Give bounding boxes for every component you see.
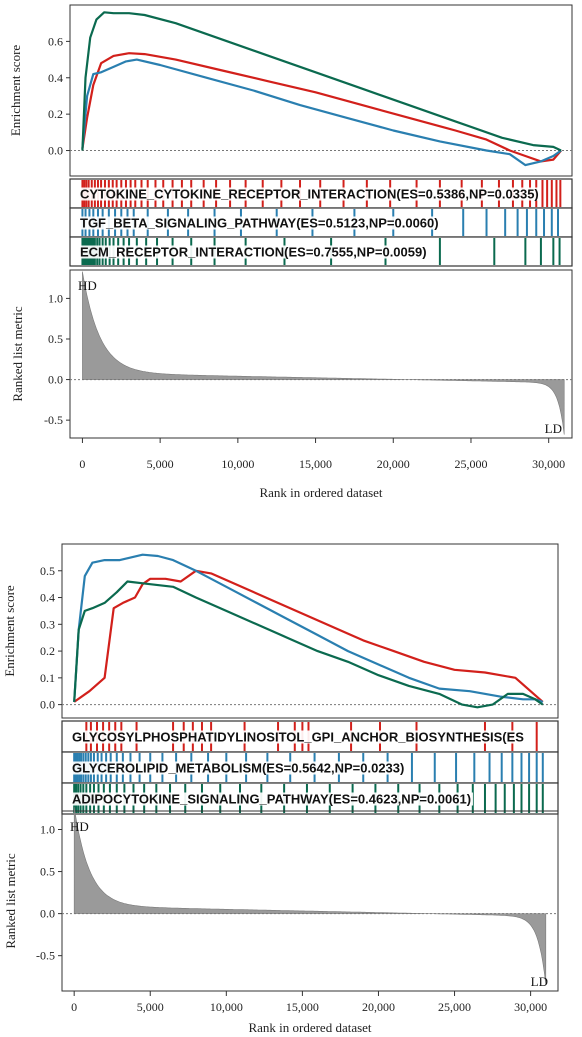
es-y-tick-label: 0.0 — [40, 698, 55, 712]
metric-y-tick-label: -0.5 — [36, 949, 55, 963]
panel-bottom: 0.0 0.1 0.2 0.3 0.4 0.5 Enrichment score GLYCOS… — [2, 543, 559, 1035]
gene-set-label-bg — [78, 187, 541, 201]
es-y-axis-label: Enrichment score — [2, 585, 17, 677]
x-tick-label: 15,000 — [286, 1000, 319, 1014]
metric-y-tick-label: 0.5 — [48, 332, 63, 346]
ld-label: LD — [545, 421, 562, 436]
panel-top: 0.0 0.2 0.4 0.6 Enrichment score CYTOKINE_CYT… — [8, 4, 573, 500]
es-curve-red — [81, 52, 562, 163]
x-tick-label: 15,000 — [299, 457, 332, 471]
x-tick-label: 0 — [79, 457, 85, 471]
x-tick-label: 10,000 — [221, 457, 254, 471]
x-tick-label: 5,000 — [147, 457, 174, 471]
x-tick-label: 20,000 — [362, 1000, 395, 1014]
es-y-tick-label: 0.2 — [48, 107, 63, 121]
es-y-tick-label: 0.2 — [40, 644, 55, 658]
metric-y-tick-label: 0.0 — [48, 373, 63, 387]
x-tick-label: 25,000 — [454, 457, 487, 471]
es-y-axis-label: Enrichment score — [8, 45, 23, 137]
metric-y-tick-label: 1.0 — [48, 291, 63, 305]
gene-set-label-bg — [78, 245, 429, 259]
es-curve-green — [81, 11, 562, 152]
x-tick-label: 30,000 — [514, 1000, 547, 1014]
metric-y-tick-label: -0.5 — [44, 413, 63, 427]
hit-band-green: ECM_RECEPTOR_INTERACTION(ES=0.7555,NP=0.… — [69, 236, 573, 267]
es-panel-frame — [61, 543, 559, 719]
gene-set-label: ECM_RECEPTOR_INTERACTION(ES=0.7555,NP=0.… — [80, 245, 427, 260]
ranked-metric-area — [73, 806, 547, 986]
es-curve-red — [73, 569, 544, 703]
x-axis-label: Rank in ordered dataset — [248, 1020, 371, 1035]
hit-band-red: CYTOKINE_CYTOKINE_RECEPTOR_INTERACTION(E… — [69, 178, 573, 209]
x-tick-label: 30,000 — [532, 457, 565, 471]
metric-y-tick-label: 1.0 — [40, 823, 55, 837]
es-y-tick-label: 0.1 — [40, 671, 55, 685]
x-tick-label: 10,000 — [210, 1000, 243, 1014]
hit-band-red: GLYCOSYLPHOSPHATIDYLINOSITOL_GPI_ANCHOR_… — [61, 720, 559, 753]
es-y-tick-label: 0.0 — [48, 144, 63, 158]
ranked-metric-area — [82, 271, 565, 435]
gene-set-label-bg — [78, 216, 441, 230]
gene-set-label: CYTOKINE_CYTOKINE_RECEPTOR_INTERACTION(E… — [80, 187, 539, 202]
x-tick-label: 0 — [71, 1000, 77, 1014]
hit-band-green: ADIPOCYTOKINE_SIGNALING_PATHWAY(ES=0.462… — [61, 782, 559, 815]
x-axis-label: Rank in ordered dataset — [259, 485, 382, 500]
es-y-tick-label: 0.4 — [48, 71, 63, 85]
es-y-tick-label: 0.6 — [48, 34, 63, 48]
gene-set-label: TGF_BETA_SIGNALING_PATHWAY(ES=0.5123,NP=… — [80, 216, 439, 231]
es-y-tick-label: 0.3 — [40, 617, 55, 631]
es-panel-frame — [69, 4, 573, 177]
metric-panel-frame — [61, 810, 559, 992]
gene-set-label: ADIPOCYTOKINE_SIGNALING_PATHWAY(ES=0.462… — [72, 792, 471, 807]
gene-set-label: GLYCEROLIPID_METABOLISM(ES=0.5642,NP=0.0… — [72, 761, 404, 776]
metric-y-tick-label: 0.0 — [40, 907, 55, 921]
hit-band-blue: GLYCEROLIPID_METABOLISM(ES=0.5642,NP=0.0… — [61, 751, 559, 784]
es-curve-green — [73, 580, 544, 709]
metric-y-axis-label: Ranked list metric — [10, 306, 25, 402]
metric-panel-frame — [69, 269, 573, 439]
es-curve-blue — [73, 553, 544, 703]
x-tick-label: 25,000 — [438, 1000, 471, 1014]
es-curve-blue — [81, 58, 562, 167]
hd-label: HD — [70, 819, 89, 834]
ld-label: LD — [531, 974, 548, 989]
hit-band-blue: TGF_BETA_SIGNALING_PATHWAY(ES=0.5123,NP=… — [69, 207, 573, 238]
gene-set-label-bg — [70, 730, 527, 744]
gene-set-label: GLYCOSYLPHOSPHATIDYLINOSITOL_GPI_ANCHOR_… — [72, 730, 524, 745]
hd-label: HD — [78, 278, 97, 293]
x-tick-label: 20,000 — [377, 457, 410, 471]
metric-y-tick-label: 0.5 — [40, 865, 55, 879]
gene-set-label-bg — [70, 761, 407, 775]
es-y-tick-label: 0.5 — [40, 564, 55, 578]
es-y-tick-label: 0.4 — [40, 591, 55, 605]
x-tick-label: 5,000 — [137, 1000, 164, 1014]
metric-y-axis-label: Ranked list metric — [3, 853, 18, 949]
gene-set-label-bg — [70, 792, 474, 806]
